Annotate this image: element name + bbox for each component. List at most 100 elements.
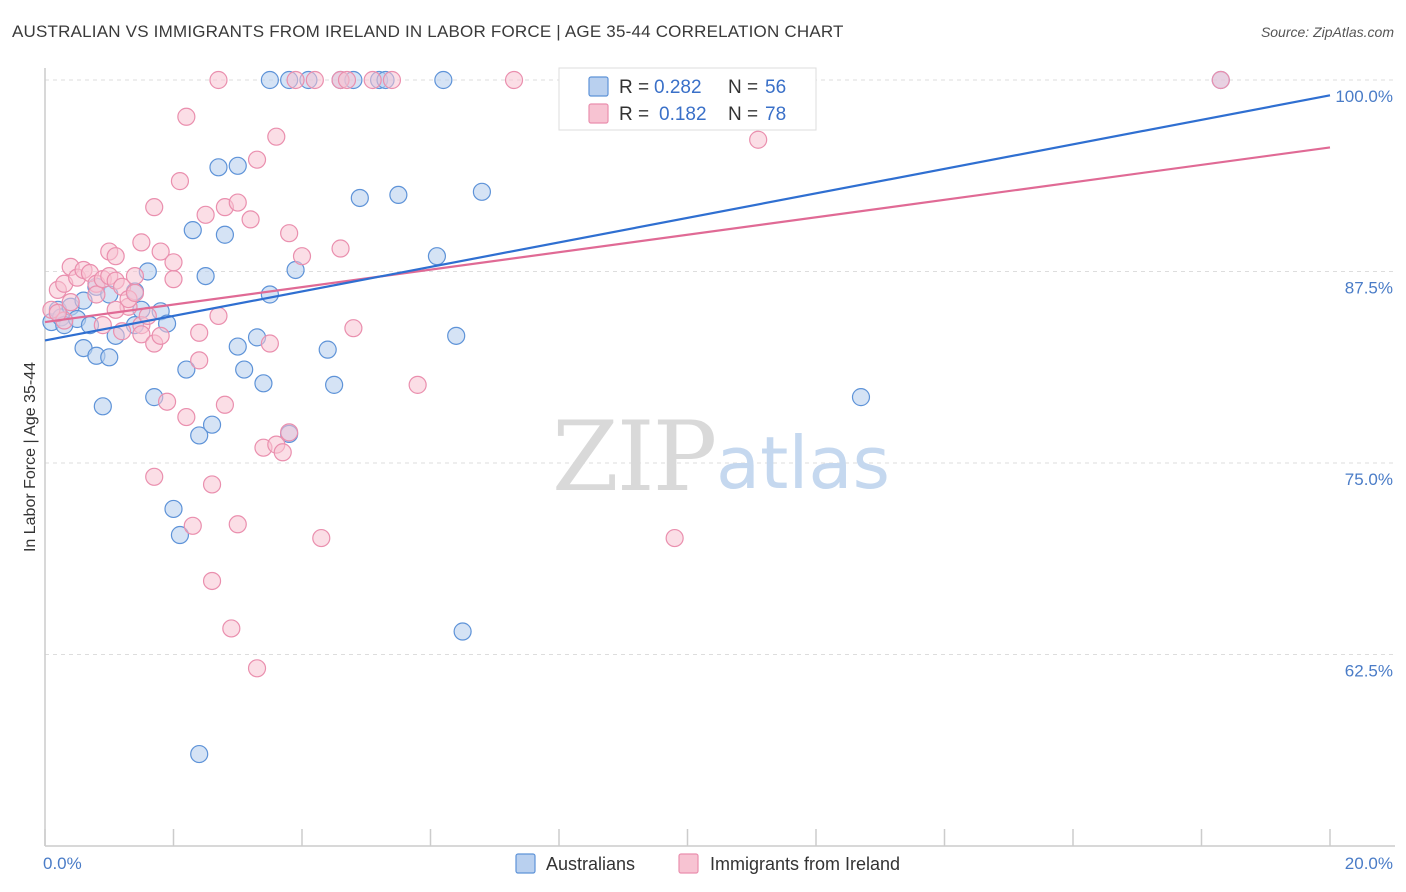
bottom-legend-label-australians: Australians xyxy=(546,854,635,874)
point-ireland-54 xyxy=(260,334,279,353)
point-ireland-65 xyxy=(331,239,350,258)
point-ireland-37 xyxy=(183,516,202,535)
point-ireland-73 xyxy=(749,130,768,149)
point-ireland-29 xyxy=(151,242,170,261)
point-australians-33 xyxy=(228,337,247,356)
point-australians-27 xyxy=(190,426,209,445)
x-ticks xyxy=(44,829,1331,846)
point-australians-23 xyxy=(170,525,190,545)
point-ireland-9 xyxy=(87,285,106,304)
point-ireland-63 xyxy=(312,528,331,548)
point-ireland-49 xyxy=(228,193,247,212)
point-australians-54 xyxy=(453,622,472,641)
point-ireland-76 xyxy=(61,293,80,312)
point-ireland-20 xyxy=(125,266,145,286)
point-ireland-47 xyxy=(222,619,241,638)
point-australians-32 xyxy=(228,156,247,175)
point-australians-53 xyxy=(447,326,466,345)
y-tick-label-2: 75.0% xyxy=(1345,470,1393,489)
point-australians-44 xyxy=(325,375,344,394)
point-australians-30 xyxy=(209,158,228,177)
legend-n-value-1: 56 xyxy=(765,77,786,98)
point-australians-43 xyxy=(318,340,337,359)
point-ireland-23 xyxy=(132,325,151,344)
x-tick-label-min: 0.0% xyxy=(43,854,82,873)
point-ireland-40 xyxy=(196,205,215,224)
point-australians-31 xyxy=(215,225,234,244)
legend-r-label-1: R = xyxy=(619,77,649,98)
point-ireland-61 xyxy=(292,247,312,266)
point-ireland-62 xyxy=(305,70,324,90)
point-ireland-38 xyxy=(190,323,209,342)
point-ireland-39 xyxy=(190,351,209,370)
legend-n-label-2: N = xyxy=(728,104,758,125)
point-ireland-31 xyxy=(157,392,177,411)
point-australians-22 xyxy=(164,499,183,519)
point-ireland-56 xyxy=(267,127,286,146)
x-tick-label-max: 20.0% xyxy=(1345,854,1393,873)
legend-swatch-ireland xyxy=(588,103,609,124)
point-australians-55 xyxy=(472,182,491,201)
point-australians-34 xyxy=(235,360,254,379)
legend-swatch-australians xyxy=(588,76,609,97)
point-australians-29 xyxy=(202,415,222,434)
stats-legend: R = 0.282 N = 56 R = 0.182 N = 78 xyxy=(558,67,817,131)
point-ireland-67 xyxy=(344,319,363,338)
bottom-legend-swatch-ireland xyxy=(678,853,699,874)
chart-source: Source: ZipAtlas.com xyxy=(1260,24,1394,40)
point-ireland-21 xyxy=(125,283,145,303)
point-australians-50 xyxy=(389,185,408,204)
watermark-atlas: atlas xyxy=(716,421,890,505)
point-australians-11 xyxy=(93,397,112,416)
point-ireland-70 xyxy=(408,375,427,394)
point-australians-38 xyxy=(260,70,279,90)
axes xyxy=(44,68,1395,847)
bottom-legend-swatch-australians xyxy=(515,853,536,874)
y-tick-label-1: 87.5% xyxy=(1345,279,1393,298)
point-australians-26 xyxy=(190,744,209,764)
point-ireland-34 xyxy=(170,172,190,191)
point-ireland-15 xyxy=(106,247,125,266)
point-ireland-48 xyxy=(228,515,247,534)
trend-line-australians xyxy=(44,94,1331,342)
point-ireland-68 xyxy=(363,70,382,90)
point-ireland-50 xyxy=(241,210,260,229)
point-ireland-77 xyxy=(106,300,125,319)
legend-r-value-1: 0.282 xyxy=(654,77,702,98)
y-axis-label: In Labor Force | Age 35-44 xyxy=(22,362,39,552)
point-australians-36 xyxy=(254,374,273,393)
point-australians-12 xyxy=(100,348,119,367)
bottom-legend-label-ireland: Immigrants from Ireland xyxy=(710,854,900,874)
point-ireland-27 xyxy=(145,198,164,217)
point-ireland-58 xyxy=(280,423,299,442)
point-australians-37 xyxy=(260,285,279,304)
point-ireland-52 xyxy=(247,659,267,678)
legend-n-label-1: N = xyxy=(728,77,758,98)
point-australians-28 xyxy=(196,266,215,286)
point-ireland-35 xyxy=(177,107,196,126)
point-ireland-71 xyxy=(504,70,524,90)
point-ireland-72 xyxy=(665,528,684,548)
point-ireland-44 xyxy=(209,70,228,90)
watermark: ZIP atlas xyxy=(552,401,890,513)
legend-r-label-2: R = xyxy=(619,104,649,125)
point-ireland-43 xyxy=(209,306,228,326)
y-tick-labels: 100.0% 87.5% 75.0% 62.5% xyxy=(1335,87,1393,681)
point-ireland-51 xyxy=(247,150,267,169)
point-ireland-32 xyxy=(164,270,183,289)
y-tick-label-3: 62.5% xyxy=(1345,662,1393,681)
point-ireland-57 xyxy=(273,443,292,462)
point-ireland-42 xyxy=(202,475,222,494)
point-ireland-46 xyxy=(215,395,234,414)
point-ireland-36 xyxy=(177,407,196,427)
trend-lines xyxy=(44,94,1331,342)
point-australians-52 xyxy=(434,70,453,90)
chart-title: AUSTRALIAN VS IMMIGRANTS FROM IRELAND IN… xyxy=(12,22,844,41)
point-ireland-33 xyxy=(164,253,183,272)
point-ireland-28 xyxy=(145,467,164,486)
point-australians-56 xyxy=(851,388,871,407)
watermark-zip: ZIP xyxy=(552,401,715,513)
point-australians-25 xyxy=(183,221,202,240)
